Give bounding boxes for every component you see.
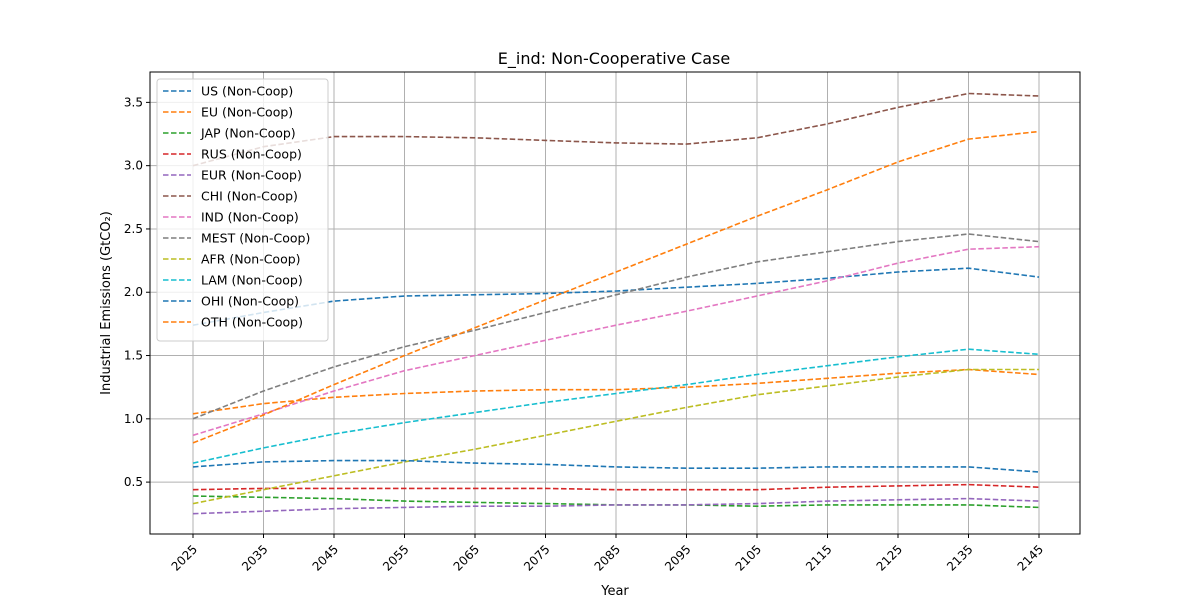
chart-title: E_ind: Non-Cooperative Case xyxy=(498,49,730,69)
legend-entry: MEST (Non-Coop) xyxy=(201,231,310,246)
legend-entry: EU (Non-Coop) xyxy=(201,105,293,120)
y-tick-label: 1.0 xyxy=(124,412,143,426)
series-line-mest xyxy=(192,233,1040,420)
series-line-us xyxy=(192,267,1040,326)
y-axis-ticks: 0.5 1.0 1.5 2.0 2.5 3.0 3.5 xyxy=(124,95,150,489)
legend-entry: OHI (Non-Coop) xyxy=(201,294,299,309)
x-tick-label: 2055 xyxy=(380,542,411,573)
y-axis-label: Industrial Emissions (GtCO₂) xyxy=(99,211,114,395)
x-tick-label: 2105 xyxy=(733,542,764,573)
series-line-rus xyxy=(192,483,1040,491)
x-tick-label: 2085 xyxy=(592,542,623,573)
x-axis-label: Year xyxy=(600,584,629,599)
x-tick-label: 2115 xyxy=(803,542,834,573)
x-tick-label: 2135 xyxy=(944,542,975,573)
series-line-ind xyxy=(192,245,1040,437)
legend-entry: IND (Non-Coop) xyxy=(201,210,299,225)
series-line-eur xyxy=(192,497,1040,515)
legend-entry: RUS (Non-Coop) xyxy=(201,147,302,162)
x-tick-label: 2025 xyxy=(169,542,200,573)
x-tick-label: 2035 xyxy=(239,542,270,573)
series-line-eu xyxy=(192,368,1040,415)
legend-entry: AFR (Non-Coop) xyxy=(201,252,301,267)
legend-entry: EUR (Non-Coop) xyxy=(201,168,302,183)
series-lines xyxy=(192,92,1040,515)
legend-entry: US (Non-Coop) xyxy=(201,84,293,99)
series-line-ohi xyxy=(192,459,1040,473)
legend-frame xyxy=(156,78,329,342)
x-axis-ticks: 2025 2035 2045 2055 2065 2075 2085 2095 2105 2115… xyxy=(169,534,1046,574)
legend-entry: OTH (Non-Coop) xyxy=(201,315,303,330)
y-tick-label: 2.0 xyxy=(124,285,143,299)
series-line-oth xyxy=(192,130,1040,444)
x-tick-label: 2125 xyxy=(874,542,905,573)
series-line-afr xyxy=(192,368,1039,505)
series-line-lam xyxy=(192,348,1040,464)
legend: US (Non-Coop) EU (Non-Coop) JAP (Non-Coop)… xyxy=(156,78,329,342)
y-tick-label: 3.0 xyxy=(124,159,143,173)
x-tick-label: 2075 xyxy=(521,542,552,573)
y-tick-label: 1.5 xyxy=(124,349,143,363)
legend-entry: JAP (Non-Coop) xyxy=(200,126,296,141)
y-tick-label: 0.5 xyxy=(124,475,143,489)
legend-entry: CHI (Non-Coop) xyxy=(201,189,298,204)
y-tick-label: 3.5 xyxy=(124,95,143,109)
x-tick-label: 2145 xyxy=(1015,542,1046,573)
series-line-jap xyxy=(192,495,1040,509)
y-tick-label: 2.5 xyxy=(124,222,143,236)
x-tick-label: 2065 xyxy=(451,542,482,573)
plot-frame xyxy=(149,71,1081,535)
series-line-chi xyxy=(192,92,1040,167)
x-tick-label: 2095 xyxy=(662,542,693,573)
legend-entry: LAM (Non-Coop) xyxy=(201,273,303,288)
x-tick-label: 2045 xyxy=(310,542,341,573)
